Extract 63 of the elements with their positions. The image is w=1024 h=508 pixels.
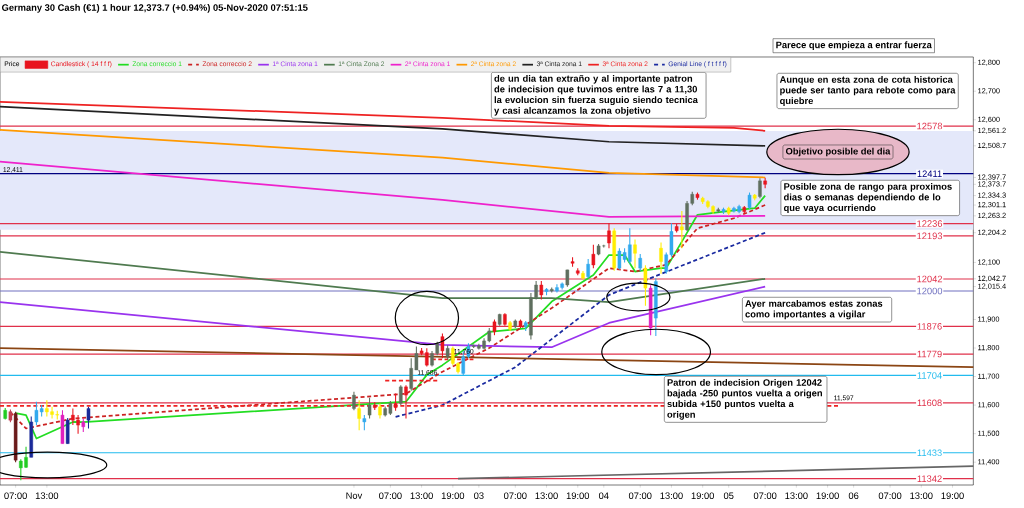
ref-line-label: 11876 xyxy=(917,323,942,330)
annotation: Patron de indecision Origen 12042 bajada -250 puntos vuelta a origen subida +150 puntos vuelta a origen xyxy=(667,378,822,420)
candlestick xyxy=(65,417,70,445)
x-tick-label: 13:00 xyxy=(410,492,433,499)
x-tick-label: 06 xyxy=(848,492,859,499)
line-series xyxy=(0,128,767,179)
x-tick-label: 13:00 xyxy=(660,492,683,499)
x-tick-label: 13:00 xyxy=(535,492,558,499)
x-tick-label: 19:00 xyxy=(816,492,839,499)
candlestick xyxy=(440,332,445,359)
x-tick-label: 07:00 xyxy=(503,492,527,499)
candlestick xyxy=(86,406,91,430)
candlestick xyxy=(367,397,372,420)
candlestick xyxy=(352,391,356,411)
line-series xyxy=(0,160,767,218)
candlestick xyxy=(357,399,361,431)
annotation: Aunque en esta zona de cota historica puede ser tanto para rebote como para quiebre xyxy=(779,75,956,106)
candlestick xyxy=(633,239,637,269)
candlestick xyxy=(404,384,408,420)
text: Parece que empieza a entrar fuerza xyxy=(776,41,932,51)
line-series xyxy=(0,105,767,147)
candlestick xyxy=(539,280,544,301)
x-tick-label: 19:00 xyxy=(691,492,714,499)
x-tick-label: 13:00 xyxy=(910,492,933,499)
x-tick-label: 04 xyxy=(598,492,609,499)
candlestick xyxy=(607,222,611,249)
candlestick xyxy=(659,241,663,275)
x-tick-label: 07:00 xyxy=(4,492,27,499)
x-tick-label: 07:00 xyxy=(628,492,652,499)
x-tick-label: Nov xyxy=(346,492,363,499)
ref-line-label: 12000 xyxy=(917,287,943,295)
x-tick-label: 19:00 xyxy=(441,492,465,499)
ref-line-label: 11433 xyxy=(917,449,942,457)
x-tick-label: 19:00 xyxy=(566,492,590,499)
annotation: Objetivo posible del dia xyxy=(785,147,891,157)
annotation: Ayer marcabamos estas zonas como importantes a vigilar xyxy=(745,299,883,320)
candlestick xyxy=(586,258,590,279)
x-tick-label: 05 xyxy=(723,492,734,499)
x-tick-label: 13:00 xyxy=(785,492,808,499)
candlestick xyxy=(680,210,684,249)
annotation: de un dia tan extraño y al importante patron de indecision que tuvimos entre las 7 a 11,30 la evolucion sin fuerza suguio siendo tecnica y casi alcanzamos la zona objetivo xyxy=(494,74,698,116)
ref-line-label: 12411 xyxy=(917,170,942,177)
ref-line-label: 11779 xyxy=(917,350,942,358)
candlestick xyxy=(591,244,596,269)
ref-line-label: 12236 xyxy=(917,220,943,227)
ref-line-label: 12578 xyxy=(917,122,943,130)
x-tick-label: 07:00 xyxy=(379,492,402,499)
candlestick xyxy=(758,177,762,199)
ref-line-label: 11608 xyxy=(917,399,942,407)
ref-line-label: 12193 xyxy=(917,232,943,240)
annotation: Posible zona de rango para proximos dias o semanas dependiendo de lo que vaya ocurriendo xyxy=(783,182,952,213)
candlestick xyxy=(763,177,767,189)
candlestick xyxy=(399,384,403,406)
candlestick xyxy=(643,264,648,307)
x-tick-label: 07:00 xyxy=(878,492,902,499)
x-tick-label: 03 xyxy=(474,492,484,499)
ref-line-label: 11342 xyxy=(917,475,942,483)
x-tick-label: 13:00 xyxy=(35,492,59,499)
chart-title: Germany 30 Cash (€1) 1 hour 12,373.7 (+0.94%) 05-Nov-2020 07:51:15 xyxy=(1,4,308,13)
ref-line-label: 12042 xyxy=(917,275,943,283)
x-tick-label: 19:00 xyxy=(941,492,964,499)
x-tick-label: 07:00 xyxy=(753,492,777,499)
ref-line-label: 11704 xyxy=(917,372,942,379)
